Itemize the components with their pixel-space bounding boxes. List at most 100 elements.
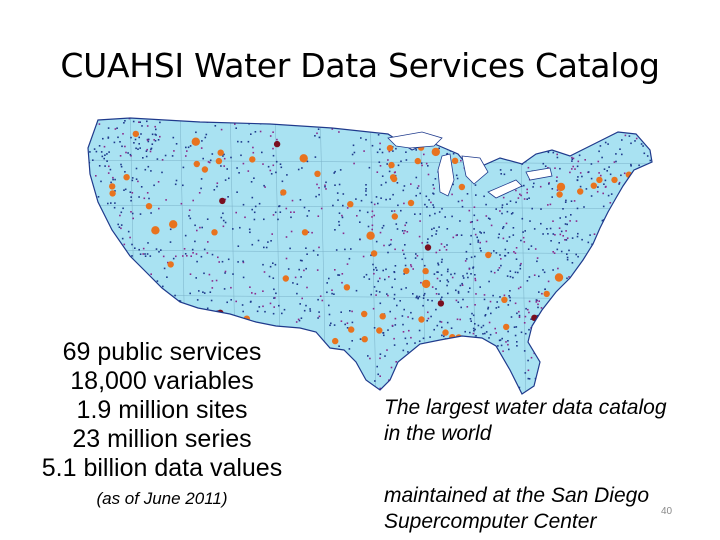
site-dot [593, 348, 596, 350]
site-dot [117, 136, 119, 139]
site-dot [395, 361, 397, 363]
site-dot [469, 331, 471, 334]
site-dot [627, 191, 629, 194]
site-dot [427, 355, 429, 358]
site-dot [565, 230, 567, 232]
site-dot [459, 220, 461, 222]
site-dot [346, 118, 349, 119]
site-dot [629, 189, 632, 191]
site-dot [109, 231, 112, 234]
site-dot [457, 290, 460, 293]
site-dot [297, 318, 300, 321]
site-dot [325, 188, 327, 190]
site-dot [387, 329, 389, 331]
site-dot [341, 281, 343, 284]
site-dot [543, 146, 545, 149]
site-dot [134, 138, 137, 141]
site-dot [422, 337, 425, 340]
site-dot [470, 273, 472, 275]
site-dot [529, 220, 531, 222]
site-dot [485, 331, 488, 333]
site-dot [139, 121, 141, 123]
site-dot [100, 180, 102, 183]
site-dot [457, 200, 460, 203]
site-dot [527, 369, 530, 372]
site-dot [464, 330, 466, 333]
site-dot [632, 262, 635, 264]
site-dot [252, 151, 255, 154]
site-dot [473, 329, 475, 332]
site-dot [352, 128, 354, 130]
site-dot [109, 278, 111, 281]
site-dot [648, 354, 651, 356]
site-dot [433, 385, 435, 388]
site-dot [619, 207, 621, 210]
site-dot [564, 223, 567, 225]
site-dot [514, 386, 517, 388]
site-dot [116, 326, 119, 328]
site-dot [471, 377, 474, 380]
site-dot [630, 165, 632, 167]
site-dot [423, 264, 426, 267]
site-dot [235, 320, 238, 322]
site-dot [522, 236, 525, 239]
site-dot [418, 361, 421, 363]
site-dot [643, 152, 646, 155]
site-dot [432, 184, 434, 186]
site-dot [86, 226, 88, 228]
site-dot [129, 153, 132, 156]
site-dot [124, 171, 126, 173]
site-dot [205, 319, 207, 321]
site-dot [127, 286, 129, 288]
site-dot [488, 374, 491, 376]
site-dot [552, 233, 555, 235]
site-dot [129, 236, 131, 239]
lake-michigan [437, 153, 455, 197]
site-dot [608, 384, 611, 387]
site-dot [450, 273, 452, 276]
site-dot [566, 277, 568, 280]
site-dot [388, 276, 390, 278]
site-dot [242, 162, 245, 165]
site-dot [618, 181, 621, 184]
site-dot [642, 353, 645, 355]
site-dot [426, 206, 428, 208]
site-dot [125, 332, 128, 335]
site-dot [247, 140, 250, 143]
site-dot [269, 169, 272, 172]
site-dot [556, 176, 558, 178]
site-dot [116, 334, 118, 336]
site-dot [545, 391, 548, 394]
site-dot [472, 266, 475, 268]
site-dot [403, 273, 405, 275]
site-dot [630, 294, 633, 296]
site-dot [568, 249, 570, 252]
site-dot [641, 177, 643, 179]
site-dot [468, 209, 471, 212]
site-dot [430, 350, 432, 353]
site-dot [427, 238, 429, 240]
site-dot [467, 291, 470, 293]
site-dot [112, 176, 114, 179]
site-dot [625, 209, 628, 212]
site-dot [630, 388, 633, 390]
site-dot [625, 202, 627, 205]
site-dot [187, 146, 190, 149]
site-dot [85, 285, 87, 287]
site-dot [612, 263, 615, 266]
site-dot [395, 379, 397, 381]
site-dot [433, 206, 435, 209]
site-dot [356, 215, 358, 217]
service-dot [201, 166, 209, 173]
site-dot [480, 250, 482, 252]
site-dot [110, 181, 112, 184]
site-dot [390, 366, 393, 369]
site-dot [446, 244, 448, 246]
site-dot [423, 346, 425, 349]
site-dot [459, 318, 461, 321]
site-dot [306, 215, 309, 217]
site-dot [251, 196, 254, 199]
site-dot [403, 381, 405, 383]
site-dot [209, 291, 212, 293]
site-dot [346, 322, 349, 324]
